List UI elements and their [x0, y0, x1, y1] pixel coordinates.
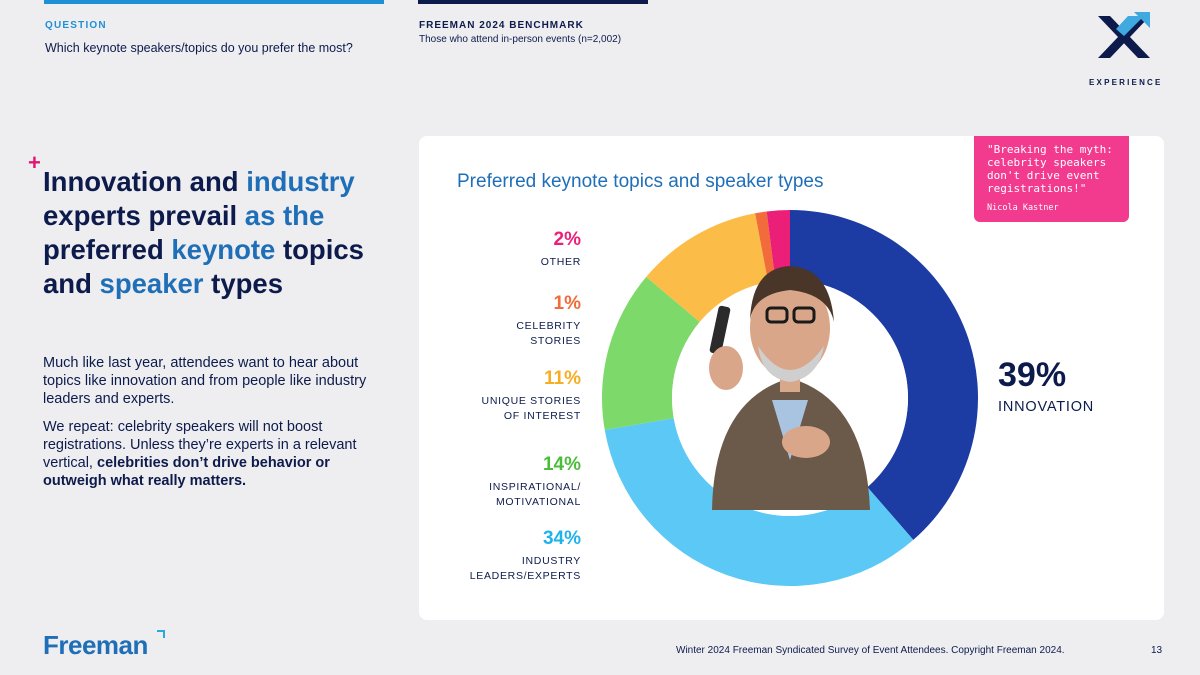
- experience-logo-icon: [1098, 12, 1150, 58]
- donut-chart: [602, 210, 978, 586]
- chart-title: Preferred keynote topics and speaker typ…: [457, 171, 824, 192]
- body-paragraph-2-bold: celebrities don’t drive behavior or outw…: [43, 455, 330, 489]
- label-other: 2% OTHER: [541, 229, 581, 270]
- donut-slice-industry-leaders-experts: [604, 418, 914, 586]
- headline-part: keynote: [171, 234, 276, 265]
- label-other-text: OTHER: [540, 256, 581, 268]
- label-line: INSPIRATIONAL/: [489, 481, 581, 493]
- headline: Innovation and industry experts prevail …: [43, 165, 403, 301]
- label-unique-pct: 11%: [544, 368, 581, 389]
- label-innovation-text: INNOVATION: [998, 399, 1095, 415]
- label-inspirational: 14% INSPIRATIONAL/MOTIVATIONAL: [489, 454, 581, 510]
- label-other-pct: 2%: [553, 229, 581, 250]
- headline-part: industry: [246, 166, 355, 197]
- donut-slice-innovation: [790, 210, 978, 540]
- logo-corner-icon: [157, 630, 165, 638]
- benchmark-label: FREEMAN 2024 BENCHMARK: [419, 20, 584, 31]
- donut-slice-celebrity-stories: [755, 211, 776, 283]
- headline-part: types: [203, 268, 283, 299]
- label-inspirational-text: INSPIRATIONAL/MOTIVATIONAL: [489, 480, 581, 510]
- label-industry-text: INDUSTRY LEADERS/EXPERTS: [470, 554, 581, 584]
- plus-accent-icon: +: [28, 150, 41, 175]
- label-industry: 34% INDUSTRY LEADERS/EXPERTS: [470, 528, 581, 584]
- label-line: OF INTEREST: [503, 410, 581, 422]
- headline-part: speaker: [99, 268, 204, 299]
- label-line: MOTIVATIONAL: [495, 496, 581, 508]
- top-accent-bar-left: [44, 0, 384, 4]
- headline-part: Innovation and: [43, 166, 247, 197]
- label-unique: 11% UNIQUE STORIES OF INTEREST: [482, 368, 581, 424]
- quote-author: Nicola Kastner: [987, 203, 1059, 213]
- label-line: STORIES: [530, 335, 581, 347]
- body-paragraph-1: Much like last year, attendees want to h…: [43, 355, 367, 407]
- question-text: Which keynote speakers/topics do you pre…: [45, 41, 353, 55]
- headline-part: experts prevail: [43, 200, 245, 231]
- label-innovation-pct: 39%: [998, 356, 1067, 394]
- experience-logo-text: EXPERIENCE: [1089, 78, 1163, 87]
- label-line: LEADERS/EXPERTS: [469, 570, 581, 582]
- label-industry-pct: 34%: [542, 528, 581, 549]
- page-number: 13: [1151, 645, 1163, 656]
- label-celebrity: 1% CELEBRITY STORIES: [516, 293, 581, 349]
- question-label: QUESTION: [45, 20, 107, 31]
- label-celebrity-pct: 1%: [553, 293, 581, 314]
- headline-part: preferred: [43, 234, 172, 265]
- top-accent-bar-mid: [418, 0, 648, 4]
- benchmark-subtitle: Those who attend in-person events (n=2,0…: [419, 34, 622, 45]
- quote-text: "Breaking the myth: celebrity speakers d…: [987, 143, 1113, 195]
- speaker-photo: [672, 266, 908, 516]
- quote-callout: "Breaking the myth: celebrity speakers d…: [974, 136, 1129, 222]
- label-line: CELEBRITY: [516, 320, 581, 332]
- label-line: UNIQUE STORIES: [481, 395, 581, 407]
- freeman-logo: Freeman: [43, 630, 148, 660]
- headline-part: as the: [244, 200, 325, 231]
- label-inspirational-pct: 14%: [542, 454, 581, 475]
- label-innovation: 39% INNOVATION: [998, 357, 1094, 415]
- body-paragraph-2: We repeat: celebrity speakers will not b…: [43, 418, 388, 490]
- footer-source: Winter 2024 Freeman Syndicated Survey of…: [676, 645, 1065, 656]
- donut-slice-inspirational-motivational: [602, 276, 700, 431]
- label-celebrity-text: CELEBRITY STORIES: [516, 319, 581, 349]
- body-paragraph-2-plain: We repeat: celebrity speakers will not b…: [43, 419, 357, 471]
- donut-slice-other: [766, 210, 790, 281]
- headline-part: topics and: [43, 234, 364, 299]
- label-line: INDUSTRY: [521, 555, 581, 567]
- label-unique-text: UNIQUE STORIES OF INTEREST: [482, 394, 581, 424]
- donut-slice-unique-stories-of-interest: [646, 213, 769, 322]
